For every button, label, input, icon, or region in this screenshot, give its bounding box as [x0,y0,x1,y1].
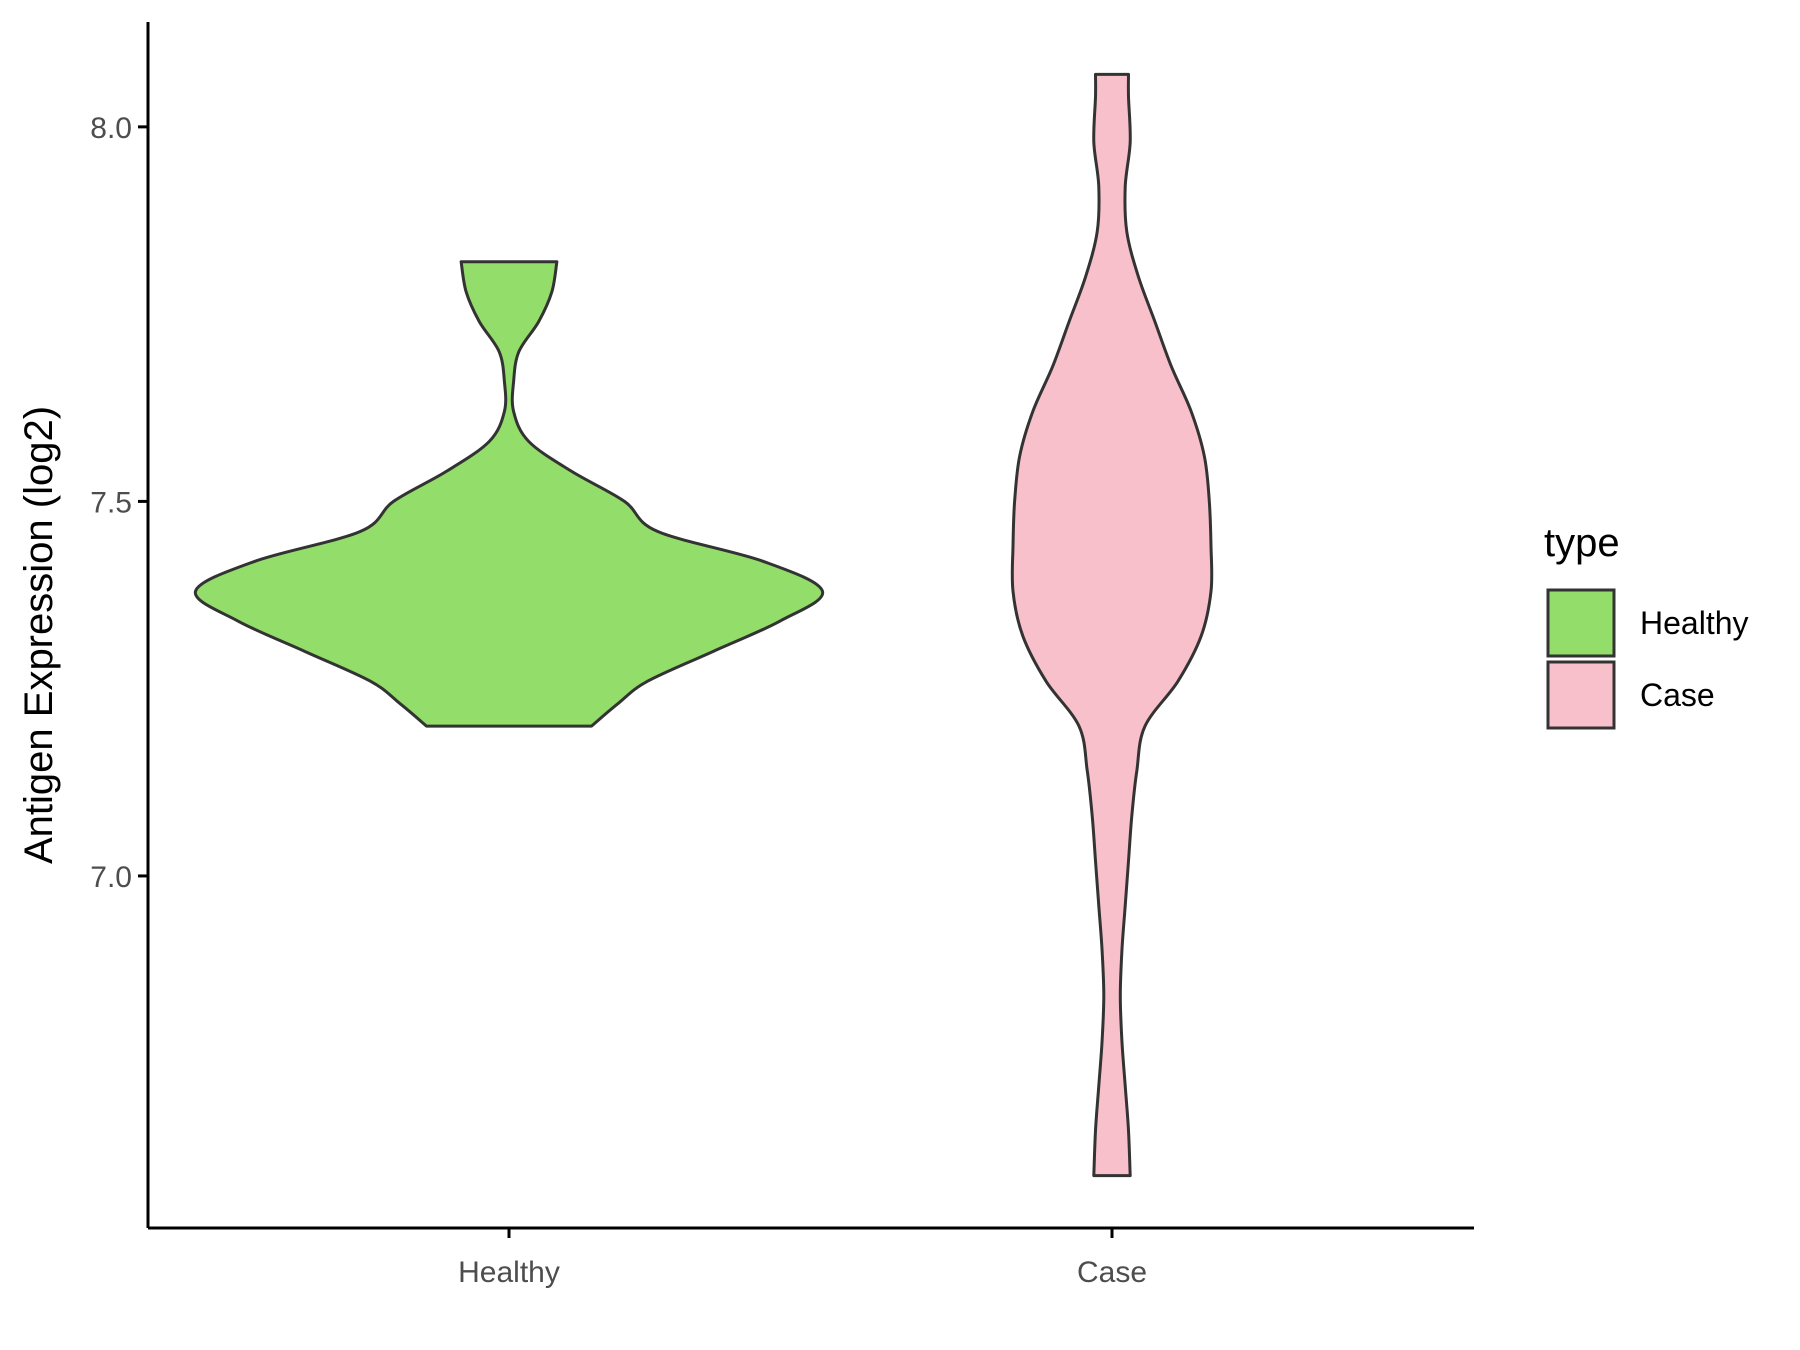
y-tick-label: 8.0 [90,112,132,145]
legend-title: type [1544,521,1620,565]
x-tick-label: Case [1077,1256,1147,1289]
legend-key-case [1546,660,1616,730]
legend: type Healthy Case [1544,521,1749,730]
y-tick-label: 7.5 [90,486,132,519]
x-axis-ticks: Healthy Case [458,1228,1147,1289]
legend-label-healthy: Healthy [1640,605,1749,641]
violin-healthy [193,260,825,728]
x-tick-label: Healthy [458,1256,560,1289]
legend-label-case: Case [1640,677,1715,713]
y-tick-label: 7.0 [90,861,132,894]
y-axis-title: Antigen Expression (log2) [17,406,61,864]
y-axis-ticks: 7.0 7.5 8.0 [90,112,148,894]
violin-case [1010,72,1214,1178]
legend-key-healthy [1546,588,1616,658]
violins-layer [193,72,1214,1178]
